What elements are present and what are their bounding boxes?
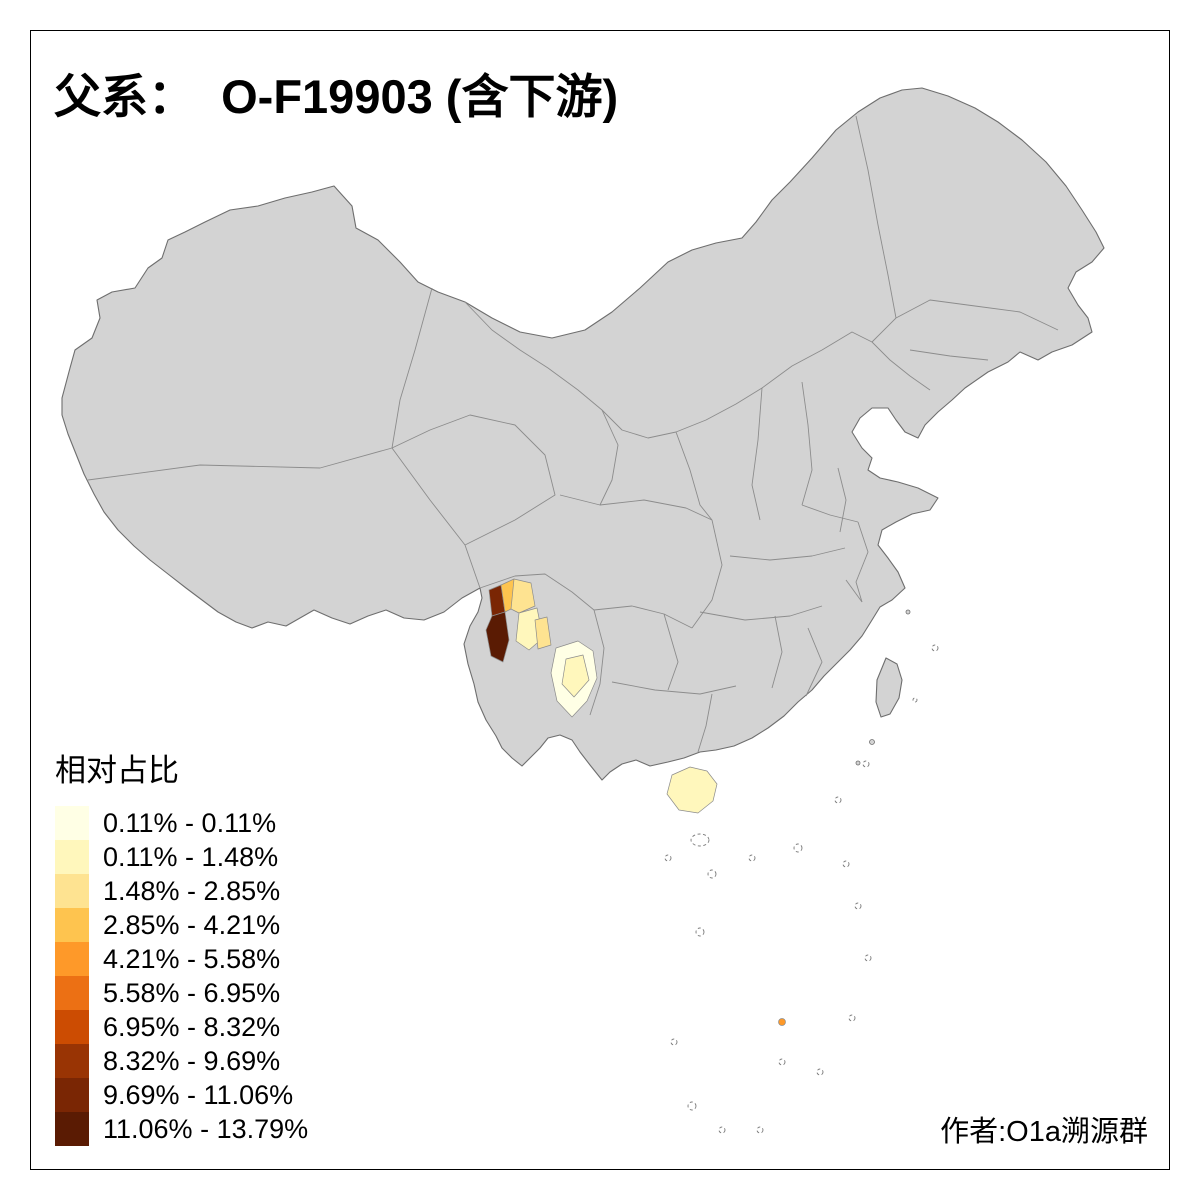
highlighted-regions <box>485 578 786 1026</box>
islet-dashed <box>670 1038 678 1046</box>
legend-row: 2.85% - 4.21% <box>55 908 308 942</box>
region-central-east-yunnan <box>534 616 552 650</box>
legend-swatch <box>55 942 89 976</box>
islet-dashed <box>793 843 803 853</box>
legend-row: 0.11% - 1.48% <box>55 840 308 874</box>
islet-dashed <box>931 644 939 652</box>
legend-label: 5.58% - 6.95% <box>103 977 281 1008</box>
legend-swatch <box>55 976 89 1010</box>
islet-dashed <box>816 1068 824 1076</box>
islet-dashed <box>718 1126 726 1134</box>
legend-row: 5.58% - 6.95% <box>55 976 308 1010</box>
islet-dashed <box>748 854 756 862</box>
legend-label: 4.21% - 5.58% <box>103 943 281 974</box>
legend-row: 0.11% - 0.11% <box>55 806 308 840</box>
author-credit: 作者:O1a溯源群 <box>940 1116 1148 1148</box>
islet-dashed <box>862 760 870 768</box>
region-central-yunnan <box>515 607 544 651</box>
islet <box>855 760 861 766</box>
legend-row: 8.32% - 9.69% <box>55 1044 308 1078</box>
islet-dashed <box>842 860 850 868</box>
legend-row: 9.69% - 11.06% <box>55 1078 308 1112</box>
islet-dashed <box>687 1101 697 1111</box>
islet-dashed <box>695 927 705 937</box>
legend-label: 6.95% - 8.32% <box>103 1011 281 1042</box>
south-china-sea-islands <box>664 644 939 1134</box>
islet-dashed <box>756 1126 764 1134</box>
legend-label: 9.69% - 11.06% <box>103 1079 294 1110</box>
figure-title: 父系： O-F19903 (含下游) <box>54 70 619 123</box>
south-china-sea-colored-islet <box>778 1018 786 1026</box>
islet-dashed <box>834 796 842 804</box>
legend-swatch <box>55 1010 89 1044</box>
legend-swatch <box>55 806 89 840</box>
legend-swatch <box>55 840 89 874</box>
province-borders <box>87 115 1059 753</box>
legend-label: 1.48% - 2.85% <box>103 875 281 906</box>
islet-dashed <box>690 833 710 847</box>
legend-label: 0.11% - 1.48% <box>103 841 279 872</box>
legend-row: 11.06% - 13.79% <box>55 1112 308 1146</box>
legend-swatch <box>55 908 89 942</box>
taiwan-island <box>875 657 903 718</box>
islet-dashed <box>778 1058 786 1066</box>
legend-row: 4.21% - 5.58% <box>55 942 308 976</box>
region-southeast-yunnan-inner <box>561 654 590 698</box>
legend-label: 8.32% - 9.69% <box>103 1045 281 1076</box>
legend-swatch <box>55 1112 89 1146</box>
islet-dashed <box>912 697 918 703</box>
mainland-china <box>61 87 1105 781</box>
region-north-central-yunnan <box>510 578 536 614</box>
legend-label: 0.11% - 0.11% <box>103 807 277 838</box>
islet-dashed <box>848 1014 856 1022</box>
legend-label: 2.85% - 4.21% <box>103 909 281 940</box>
legend-row: 1.48% - 2.85% <box>55 874 308 908</box>
legend-swatch <box>55 1044 89 1078</box>
legend-swatch <box>55 874 89 908</box>
legend-label: 11.06% - 13.79% <box>103 1113 309 1144</box>
legend: 相对占比 0.11% - 0.11% 0.11% - 1.48% 1.48% -… <box>55 745 308 1146</box>
hainan-island <box>666 766 718 814</box>
legend-title: 相对占比 <box>55 753 179 788</box>
islet-dashed <box>664 854 672 862</box>
coastal-islets <box>855 609 911 766</box>
islet-dashed <box>707 869 717 879</box>
islet-dashed <box>864 954 872 962</box>
islet <box>905 609 911 615</box>
islet-dashed <box>854 902 862 910</box>
legend-items: 0.11% - 0.11% 0.11% - 1.48% 1.48% - 2.85… <box>55 806 308 1146</box>
legend-row: 6.95% - 8.32% <box>55 1010 308 1044</box>
legend-swatch <box>55 1078 89 1112</box>
islet <box>869 739 875 745</box>
